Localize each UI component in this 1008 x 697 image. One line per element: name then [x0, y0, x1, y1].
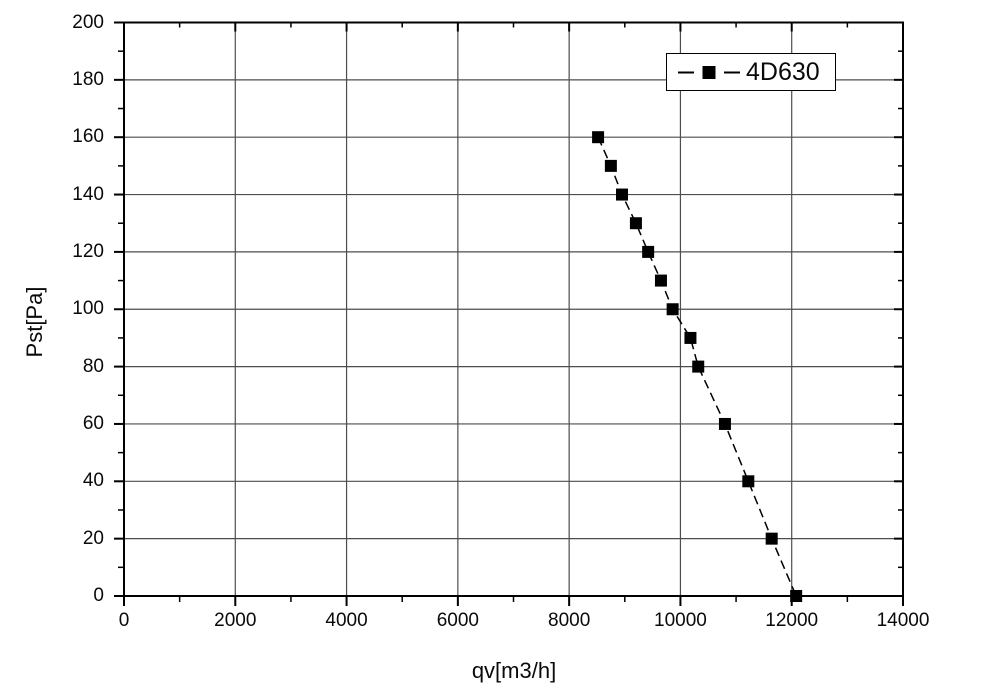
data-point-marker	[742, 475, 755, 488]
y-tick-label: 200	[72, 11, 104, 33]
x-tick-label: 14000	[876, 610, 930, 631]
data-point-marker	[684, 331, 697, 344]
data-point-marker	[642, 245, 655, 258]
data-point-marker	[765, 532, 778, 545]
y-axis-title: Pst[Pa]	[22, 286, 47, 358]
data-point-marker	[604, 159, 617, 172]
x-tick-label: 6000	[436, 610, 479, 631]
x-tick-label: 12000	[765, 610, 819, 631]
y-tick-label: 0	[93, 585, 104, 606]
x-tick-label: 4000	[325, 610, 368, 631]
data-point-marker	[616, 188, 629, 201]
y-tick-label: 120	[72, 240, 104, 262]
y-tick-label: 100	[72, 298, 104, 320]
legend: 4D630	[666, 53, 836, 91]
y-tick-label: 160	[72, 126, 104, 148]
data-point-marker	[666, 303, 679, 316]
y-tick-label: 20	[82, 527, 104, 549]
data-point-marker	[692, 360, 705, 373]
x-tick-label: 2000	[214, 610, 257, 631]
legend-series-label: 4D630	[746, 57, 820, 86]
x-tick-label: 0	[118, 610, 130, 631]
y-tick-label: 140	[72, 183, 104, 205]
x-tick-label: 10000	[654, 610, 707, 631]
data-point-marker	[629, 217, 642, 230]
legend-line-marker-icon	[678, 65, 740, 79]
x-axis-title: qv[m3/h]	[471, 658, 557, 683]
data-point-marker	[790, 590, 803, 602]
y-tick-label: 60	[82, 412, 104, 434]
y-tick-label: 80	[82, 355, 104, 377]
y-tick-label: 180	[72, 68, 104, 90]
x-tick-label: 8000	[548, 610, 591, 631]
data-point-marker	[718, 417, 731, 430]
data-point-marker	[592, 131, 605, 144]
data-point-marker	[654, 274, 667, 287]
y-tick-label: 40	[82, 470, 104, 492]
